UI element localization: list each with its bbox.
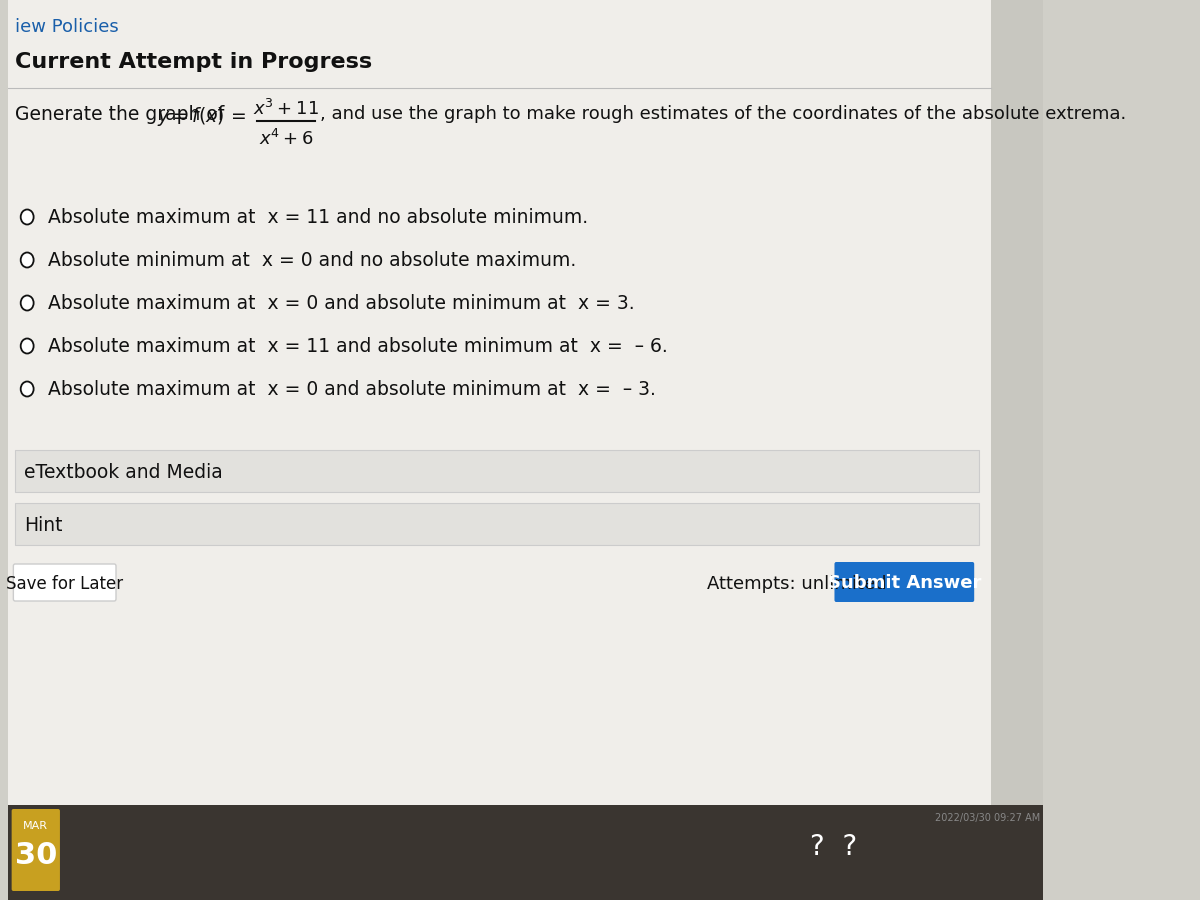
Text: Absolute maximum at  x = 0 and absolute minimum at  x =  – 3.: Absolute maximum at x = 0 and absolute m… <box>48 380 655 399</box>
Circle shape <box>20 295 34 310</box>
Text: , and use the graph to make rough estimates of the coordinates of the absolute e: , and use the graph to make rough estima… <box>320 105 1127 123</box>
Text: eTextbook and Media: eTextbook and Media <box>24 463 222 482</box>
FancyBboxPatch shape <box>13 564 116 601</box>
FancyBboxPatch shape <box>991 0 1043 900</box>
Text: MAR: MAR <box>23 821 48 831</box>
Circle shape <box>20 253 34 267</box>
Text: Hint: Hint <box>24 516 62 535</box>
FancyBboxPatch shape <box>8 0 991 900</box>
Circle shape <box>20 210 34 224</box>
Text: iew Policies: iew Policies <box>16 18 119 36</box>
Text: Absolute maximum at  x = 11 and no absolute minimum.: Absolute maximum at x = 11 and no absolu… <box>48 208 588 227</box>
FancyBboxPatch shape <box>16 503 979 545</box>
Text: $x^3 + 11$: $x^3 + 11$ <box>253 99 319 119</box>
Text: 2022/03/30 09:27 AM: 2022/03/30 09:27 AM <box>935 813 1040 823</box>
Text: Generate the graph of: Generate the graph of <box>16 105 236 124</box>
Text: Absolute minimum at  x = 0 and no absolute maximum.: Absolute minimum at x = 0 and no absolut… <box>48 251 576 270</box>
Text: $y = f(x)\,=\,$: $y = f(x)\,=\,$ <box>156 105 246 128</box>
Text: Save for Later: Save for Later <box>6 575 122 593</box>
FancyBboxPatch shape <box>16 450 979 492</box>
Text: $x^4 + 6$: $x^4 + 6$ <box>258 129 313 149</box>
Text: Attempts: unlimited: Attempts: unlimited <box>707 575 887 593</box>
Text: Current Attempt in Progress: Current Attempt in Progress <box>16 52 372 72</box>
Text: Absolute maximum at  x = 11 and absolute minimum at  x =  – 6.: Absolute maximum at x = 11 and absolute … <box>48 337 667 356</box>
FancyBboxPatch shape <box>12 809 60 891</box>
Circle shape <box>20 338 34 354</box>
FancyBboxPatch shape <box>834 562 974 602</box>
Text: Submit Answer: Submit Answer <box>828 574 982 592</box>
Text: 30: 30 <box>14 841 56 870</box>
Circle shape <box>20 382 34 397</box>
Text: Absolute maximum at  x = 0 and absolute minimum at  x = 3.: Absolute maximum at x = 0 and absolute m… <box>48 294 635 313</box>
Text: ?  ?: ? ? <box>810 833 858 861</box>
FancyBboxPatch shape <box>8 805 1043 900</box>
